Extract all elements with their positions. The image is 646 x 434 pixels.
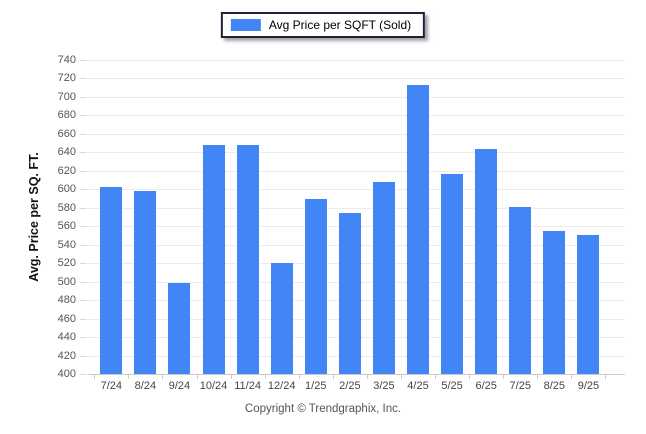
bar-5-25 [441,173,464,374]
x-tick-mark-14 [571,375,573,379]
y-tick-label-480: 480 [57,294,76,307]
y-tick-label-720: 720 [57,72,76,85]
x-tick-label-3-25: 3/25 [373,380,395,392]
y-tick-label-540: 540 [57,238,76,251]
y-tick-mark-720 [80,78,87,80]
bar-7-24 [100,186,123,374]
x-tick-label-12-24: 12/24 [267,380,296,392]
x-tick-mark-15 [605,375,607,379]
copyright-text: Copyright © Trendgraphix, Inc. [244,403,402,415]
bar-9-24 [168,282,191,374]
gridline-640 [88,152,625,154]
y-tick-mark-660 [80,133,87,135]
legend-label: Avg Price per SQFT (Sold) [268,18,412,32]
x-tick-label-7-24: 7/24 [100,380,123,392]
x-tick-label-7-25: 7/25 [509,380,531,392]
x-tick-mark-0 [94,375,96,379]
gridline-680 [88,115,625,117]
y-tick-mark-400 [80,374,87,375]
bar-8-25 [543,230,566,374]
y-tick-label-580: 580 [57,201,76,214]
y-tick-label-520: 520 [57,257,76,270]
y-tick-mark-620 [80,170,87,172]
x-tick-mark-5 [264,375,266,379]
y-tick-mark-640 [80,152,87,154]
y-tick-label-560: 560 [57,220,76,233]
y-tick-mark-420 [80,355,87,357]
legend-box: Avg Price per SQFT (Sold) [220,12,426,38]
x-tick-label-9-24: 9/24 [168,380,191,392]
x-tick-mark-6 [298,375,300,379]
y-tick-mark-560 [80,226,87,228]
y-tick-mark-680 [80,115,87,117]
bar-7-25 [509,206,532,374]
y-tick-mark-460 [80,318,87,320]
y-tick-label-460: 460 [57,312,76,325]
x-tick-mark-7 [332,375,334,379]
x-tick-label-5-25: 5/25 [441,380,463,392]
y-tick-label-740: 740 [57,54,76,66]
y-tick-mark-700 [80,96,87,98]
y-tick-label-600: 600 [57,183,76,196]
gridline-720 [88,78,625,80]
x-tick-label-4-25: 4/25 [407,380,429,392]
x-tick-mark-12 [503,375,505,379]
y-tick-label-420: 420 [57,349,76,362]
x-tick-mark-1 [128,375,130,379]
y-tick-label-640: 640 [57,146,76,159]
x-tick-label-8-25: 8/25 [543,380,566,392]
y-tick-label-500: 500 [57,275,76,288]
x-tick-label-2-25: 2/25 [339,380,361,392]
bar-4-25 [407,84,430,374]
y-tick-mark-480 [80,300,87,302]
y-tick-label-620: 620 [57,164,76,177]
y-tick-mark-580 [80,207,87,209]
bar-2-25 [338,213,361,374]
x-tick-mark-2 [162,375,164,379]
bar-1-25 [304,199,327,374]
x-tick-label-11-24: 11/24 [234,380,261,392]
x-tick-mark-13 [537,375,539,379]
y-tick-mark-540 [80,244,87,246]
bar-3-25 [372,181,395,374]
y-tick-mark-440 [80,337,87,339]
bar-10-24 [202,144,225,374]
bar-11-24 [236,144,259,374]
x-tick-mark-11 [469,375,471,379]
gridline-620 [88,170,625,172]
y-tick-label-440: 440 [57,331,76,344]
y-axis-title: Avg. Price per SQ. FT. [27,152,41,282]
y-tick-label-400: 400 [57,368,76,380]
legend-swatch-icon [230,19,261,31]
gridline-580 [88,207,625,209]
y-tick-mark-600 [80,189,87,191]
y-tick-label-680: 680 [57,109,76,122]
plot-area [88,60,625,375]
y-tick-label-660: 660 [57,127,76,140]
bar-12-24 [270,263,293,374]
gridline-660 [88,133,625,135]
x-tick-mark-4 [230,375,232,379]
x-tick-label-10-24: 10/24 [199,380,228,392]
y-tick-mark-520 [80,263,87,265]
bar-6-25 [475,148,498,374]
gridline-600 [88,189,625,191]
y-tick-mark-740 [80,60,87,61]
x-tick-mark-8 [366,375,368,379]
x-tick-label-8-24: 8/24 [134,380,157,392]
x-tick-label-9-25: 9/25 [577,380,600,392]
x-tick-label-1-25: 1/25 [305,380,327,392]
x-tick-mark-9 [400,375,402,379]
gridline-700 [88,96,625,98]
x-tick-mark-10 [435,375,437,379]
gridline-740 [88,60,625,61]
y-tick-mark-500 [80,281,87,283]
y-tick-label-700: 700 [57,90,76,103]
bar-9-25 [577,235,600,374]
x-tick-mark-3 [196,375,198,379]
bar-8-24 [134,191,157,374]
x-tick-label-6-25: 6/25 [475,380,497,392]
